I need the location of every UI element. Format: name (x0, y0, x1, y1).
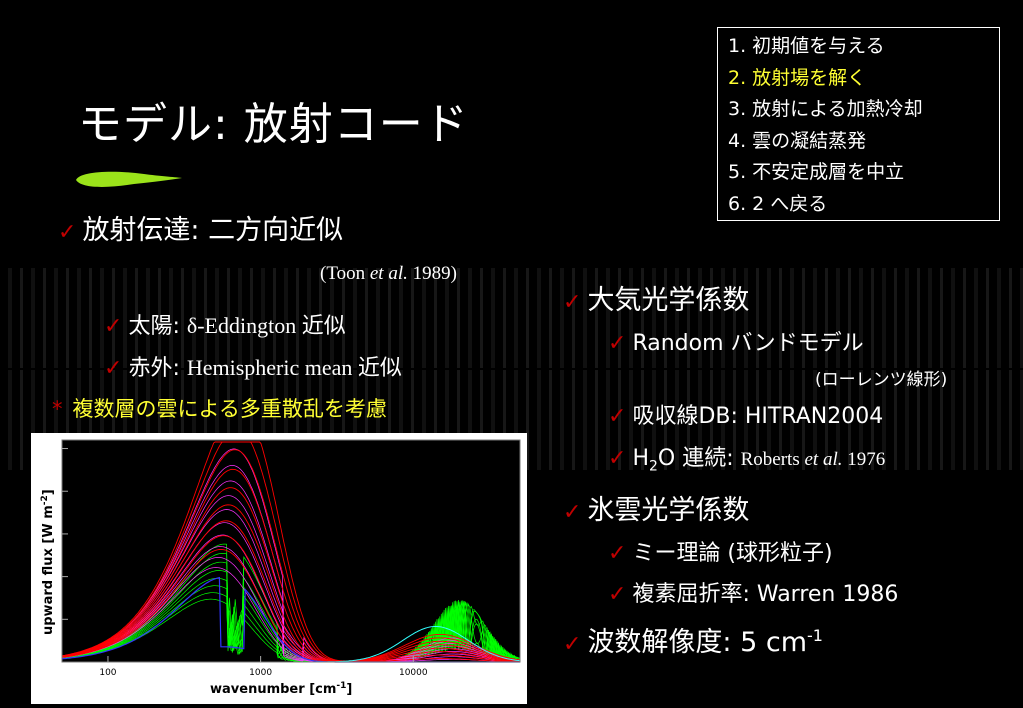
checkmark-icon: ✓ (608, 582, 627, 607)
checkmark-icon: ✓ (563, 632, 582, 657)
procedure-steps-box: 1. 初期値を与える 2. 放射場を解く 3. 放射による加熱冷却 4. 雲の凝… (717, 27, 1000, 221)
page-title: モデル: 放射コード (78, 99, 469, 150)
bullet-radiative-transfer: ✓ 放射伝達: 二方向近似 (58, 215, 344, 246)
checkmark-icon: ✓ (104, 314, 123, 339)
checkmark-icon: ✓ (608, 404, 627, 429)
chart-plot-area (62, 440, 520, 662)
bullet-band-model: ✓ Random バンドモデル (608, 331, 864, 356)
bullet-absorption-db: ✓ 吸収線DB: HITRAN2004 (608, 404, 884, 429)
background-stripes-top (0, 268, 1023, 368)
step-5: 5. 不安定成層を中立 (728, 161, 905, 183)
step-3: 3. 放射による加熱冷却 (728, 98, 923, 120)
bullet-resolution: ✓ 波数解像度: 5 cm-1 (563, 626, 823, 658)
reference-toon: (Toon et al. 1989) (320, 263, 457, 284)
step-4: 4. 雲の凝結蒸発 (728, 129, 867, 152)
brush-stroke-decoration (76, 171, 182, 187)
checkmark-icon: ✓ (608, 331, 627, 356)
checkmark-icon: ✓ (608, 446, 627, 471)
bullet-ice-optics: ✓ 氷雲光学係数 (563, 495, 750, 526)
bullet-atmos-optics: ✓ 大気光学係数 (563, 285, 750, 316)
checkmark-icon: ✓ (104, 356, 123, 381)
checkmark-icon: ✓ (608, 541, 627, 566)
note-multiple-scattering: * 複数層の雲による多重散乱を考慮 (52, 397, 387, 421)
bullet-solar: ✓ 太陽: δ-Eddington 近似 (104, 313, 346, 339)
asterisk-mark: * (52, 397, 63, 421)
bullet-refractive-index: ✓ 複素屈折率: Warren 1986 (608, 582, 899, 607)
checkmark-icon: ✓ (563, 290, 582, 315)
step-2-highlighted: 2. 放射場を解く (728, 66, 867, 89)
checkmark-icon: ✓ (58, 220, 77, 245)
checkmark-icon: ✓ (563, 500, 582, 525)
band-model-note: (ローレンツ線形) (815, 370, 948, 390)
bullet-infrared: ✓ 赤外: Hemispheric mean 近似 (104, 355, 402, 381)
step-1: 1. 初期値を与える (728, 35, 885, 57)
bullet-mie: ✓ ミー理論 (球形粒子) (608, 541, 833, 566)
step-6: 6. 2 へ戻る (728, 192, 828, 215)
bullet-h2o-continuum: ✓ H2O 連続: Roberts et al. 1976 (608, 446, 886, 475)
